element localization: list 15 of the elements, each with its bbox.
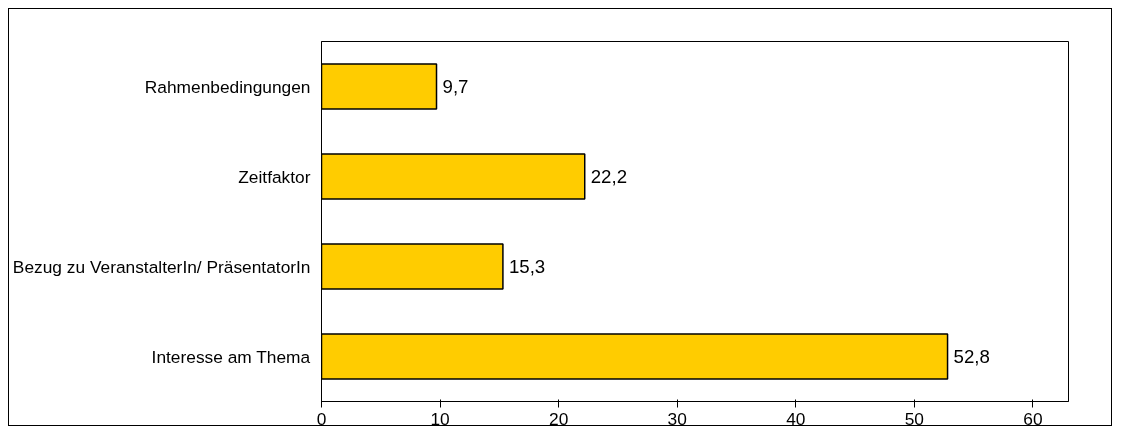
y-tick-label: Interesse am Thema xyxy=(151,346,311,367)
y-tick-label: Bezug zu VeranstalterIn/ PräsentatorIn xyxy=(12,256,311,277)
data-label: 22,2 xyxy=(590,166,628,187)
x-tick-label: 10 xyxy=(430,408,450,429)
x-tick-label: 40 xyxy=(786,408,806,429)
x-tick-label: 0 xyxy=(316,408,327,429)
x-tick-label: 60 xyxy=(1023,408,1043,429)
data-label: 9,7 xyxy=(442,76,469,97)
y-tick-label: Rahmenbedingungen xyxy=(144,76,311,97)
y-tick-label: Zeitfaktor xyxy=(238,166,311,187)
data-label: 52,8 xyxy=(953,346,990,367)
x-tick-label: 30 xyxy=(667,408,687,429)
x-tick-label: 20 xyxy=(549,408,569,429)
data-label: 15,3 xyxy=(508,256,546,277)
x-tick-label: 50 xyxy=(904,408,924,429)
